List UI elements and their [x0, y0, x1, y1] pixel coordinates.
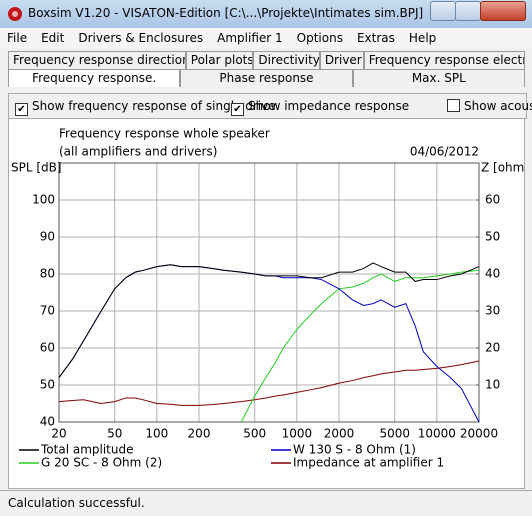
- chart-title: Frequency response whole speaker: [59, 127, 270, 141]
- y2-axis-label: Z [ohm]: [481, 161, 525, 175]
- x-tick-label: 100: [145, 427, 168, 441]
- menu-item[interactable]: Drivers & Enclosures: [78, 31, 204, 45]
- checkbox[interactable]: ✔ Show impedance response: [231, 99, 409, 116]
- x-tick-label: 5000: [379, 427, 410, 441]
- menu-item[interactable]: Amplifier 1: [217, 31, 283, 45]
- x-tick-label: 500: [243, 427, 266, 441]
- menu-item[interactable]: Help: [408, 31, 437, 45]
- x-tick-label: 20: [51, 427, 66, 441]
- app-icon: [8, 7, 22, 21]
- menu-item[interactable]: File: [7, 31, 28, 45]
- x-tick-label: 50: [107, 427, 122, 441]
- checkbox-label: Show acous: [464, 99, 532, 113]
- window-title: Boxsim V1.20 - VISATON-Edition [C:\...\P…: [28, 6, 424, 20]
- y-tick-label: 90: [40, 230, 55, 244]
- x-tick-label: 20000: [460, 427, 498, 441]
- checkbox[interactable]: ✔ Show frequency response of single drive: [15, 99, 276, 116]
- checkbox-box[interactable]: ✔: [231, 103, 244, 116]
- series-line: [240, 269, 480, 423]
- y2-tick-label: 40: [485, 267, 500, 281]
- x-tick-label: 200: [188, 427, 211, 441]
- tab[interactable]: Frequency response electr..: [363, 51, 525, 69]
- series-line: [58, 360, 480, 406]
- y-tick-label: 100: [32, 193, 55, 207]
- maximize-button[interactable]: [455, 1, 481, 21]
- legend-label: W 130 S - 8 Ohm (1): [293, 443, 416, 457]
- status-text: Calculation successful.: [8, 496, 145, 510]
- plot-frame: [58, 162, 480, 423]
- tab-row: Frequency response. Phase response Max. SP…: [8, 69, 525, 87]
- menu-item[interactable]: Edit: [41, 31, 65, 45]
- options-bar: ✔ Show frequency response of single drive…: [8, 93, 532, 119]
- menu-item[interactable]: Options: [296, 31, 343, 45]
- series-line: [58, 262, 480, 378]
- y-tick-label: 80: [40, 267, 55, 281]
- minimize-button[interactable]: [430, 1, 456, 21]
- tab[interactable]: Polar plots: [185, 51, 254, 69]
- x-tick-label: 1000: [282, 427, 313, 441]
- legend-label: G 20 SC - 8 Ohm (2): [41, 456, 162, 470]
- checkbox-label: Show frequency response of single drive: [32, 99, 276, 113]
- legend-label: Impedance at amplifier 1: [293, 456, 444, 470]
- checkbox-box[interactable]: ✔: [15, 103, 28, 116]
- tab[interactable]: Directivity: [253, 51, 320, 69]
- y2-tick-label: 10: [485, 378, 500, 392]
- y-tick-label: 40: [40, 415, 55, 429]
- tab-row: Frequency response directions Polar plots…: [8, 51, 525, 69]
- chart: Frequency response whole speaker (all am…: [8, 118, 525, 489]
- tab[interactable]: Frequency response.: [8, 69, 181, 87]
- tab[interactable]: Driver: [319, 51, 364, 69]
- chart-date: 04/06/2012: [410, 145, 479, 159]
- status-bar: Calculation successful.: [0, 490, 532, 516]
- chart-subtitle: (all amplifiers and drivers): [59, 145, 217, 159]
- tab[interactable]: Phase response: [180, 69, 353, 87]
- menu-item[interactable]: Extras: [356, 31, 395, 45]
- title-bar: Boxsim V1.20 - VISATON-Edition [C:\...\P…: [0, 0, 532, 28]
- series-line: [58, 264, 480, 423]
- checkbox-box[interactable]: [447, 99, 460, 112]
- tab[interactable]: Max. SPL: [352, 69, 525, 87]
- y2-tick-label: 30: [485, 304, 500, 318]
- x-tick-label: 10000: [418, 427, 456, 441]
- y2-tick-label: 50: [485, 230, 500, 244]
- checkbox[interactable]: Show acous: [447, 99, 532, 113]
- menu-bar: File Edit Drivers & Enclosures Amplifier 1 O…: [0, 28, 532, 48]
- y2-tick-label: 20: [485, 341, 500, 355]
- checkbox-label: Show impedance response: [248, 99, 410, 113]
- y-tick-label: 50: [40, 378, 55, 392]
- x-tick-label: 2000: [324, 427, 355, 441]
- y-tick-label: 70: [40, 304, 55, 318]
- legend-label: Total amplitude: [40, 443, 133, 457]
- y2-tick-label: 60: [485, 193, 500, 207]
- close-button[interactable]: [480, 1, 526, 21]
- y-tick-label: 60: [40, 341, 55, 355]
- tab[interactable]: Frequency response directions: [8, 51, 186, 69]
- y-axis-label: SPL [dB]: [11, 161, 62, 175]
